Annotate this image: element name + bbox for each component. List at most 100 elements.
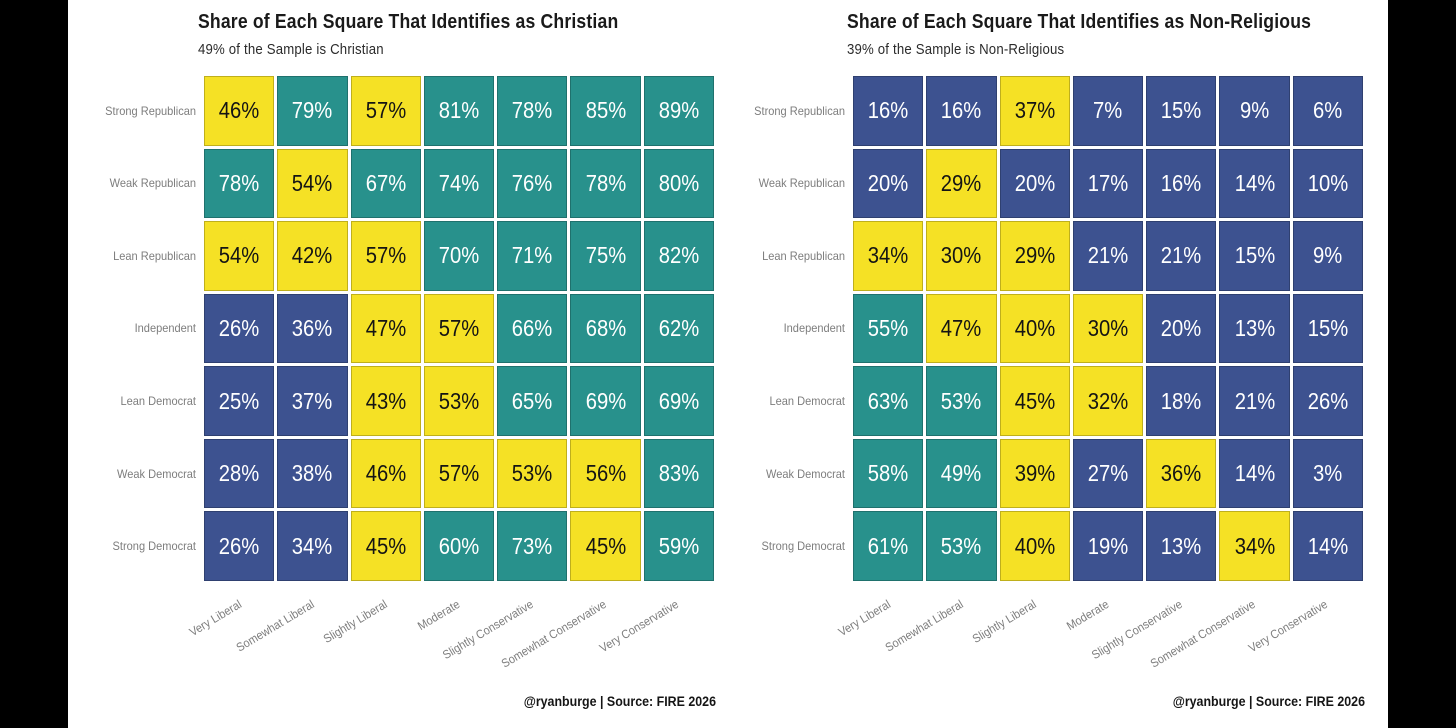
cell-value: 21%	[1161, 242, 1202, 269]
heatmap-cell: 13%	[1146, 511, 1217, 581]
cell-value: 82%	[658, 242, 700, 269]
cell-value: 20%	[1014, 169, 1055, 196]
heatmap-cell: 32%	[1072, 366, 1144, 436]
heatmap-cell: 14%	[1219, 438, 1290, 509]
cell-value: 69%	[585, 387, 626, 414]
cell-value: 14%	[1307, 532, 1349, 559]
y-axis-label: Strong Democrat	[112, 539, 196, 554]
x-axis-label-text: Very Conservative	[1246, 596, 1331, 656]
heatmap-cell: 7%	[1072, 76, 1144, 146]
cell-value: 47%	[365, 314, 406, 341]
cell-value: 25%	[218, 387, 260, 414]
cell-value: 45%	[365, 532, 406, 559]
cell-value: 83%	[658, 460, 700, 487]
y-axis-label: Strong Democrat	[761, 539, 845, 554]
cell-value: 78%	[585, 169, 626, 196]
y-axis-label: Weak Democrat	[117, 466, 196, 481]
x-axis-label: Moderate	[412, 597, 462, 635]
cell-value: 80%	[658, 169, 700, 196]
heatmap-cell: 83%	[643, 438, 714, 509]
cell-value: 49%	[941, 460, 982, 487]
heatmap-cell: 68%	[570, 293, 641, 364]
x-axis-label-text: Somewhat Liberal	[233, 596, 317, 655]
heatmap-cell: 16%	[926, 76, 997, 146]
heatmap-cell: 65%	[497, 366, 568, 436]
cell-value: 56%	[585, 460, 626, 487]
cell-value: 89%	[658, 97, 700, 124]
heatmap-cell: 26%	[1292, 366, 1363, 436]
cell-value: 3%	[1313, 460, 1343, 487]
cell-value: 32%	[1087, 387, 1129, 414]
heatmap-cell: 26%	[204, 293, 275, 364]
heatmap-cell: 85%	[570, 76, 641, 146]
cell-value: 58%	[867, 460, 909, 487]
chart-footer: @ryanburge | Source: FIRE 2026	[523, 694, 716, 709]
heatmap-cell: 18%	[1146, 366, 1217, 436]
cell-value: 26%	[218, 532, 260, 559]
x-axis-label: Slightly Liberal	[316, 597, 390, 649]
heatmap-cell: 75%	[570, 221, 641, 291]
heatmap-cell: 21%	[1072, 221, 1144, 291]
heatmap-cell: 10%	[1292, 148, 1363, 219]
x-axis-label-text: Very Liberal	[835, 596, 894, 640]
heatmap-cell: 40%	[999, 293, 1070, 364]
heatmap-cell: 61%	[853, 511, 924, 581]
heatmap-cell: 49%	[926, 438, 997, 509]
cell-value: 16%	[941, 97, 982, 124]
cell-value: 75%	[585, 242, 626, 269]
cell-value: 54%	[218, 242, 260, 269]
heatmap-cell: 53%	[423, 366, 495, 436]
y-axis-label: Lean Republican	[762, 248, 845, 263]
heatmap-cell: 66%	[497, 293, 568, 364]
cell-value: 34%	[867, 242, 909, 269]
heatmap-cell: 30%	[926, 221, 997, 291]
heatmap-cell: 17%	[1072, 148, 1144, 219]
heatmap-cell: 89%	[643, 76, 714, 146]
heatmap-cell: 57%	[350, 76, 421, 146]
chart-footer: @ryanburge | Source: FIRE 2026	[1172, 694, 1365, 709]
heatmap-cell: 39%	[999, 438, 1070, 509]
cell-value: 63%	[867, 387, 909, 414]
x-axis-label-text: Slightly Liberal	[970, 596, 1039, 646]
heatmap-cell: 46%	[204, 76, 275, 146]
heatmap-cell: 29%	[926, 148, 997, 219]
cell-value: 29%	[1014, 242, 1055, 269]
christian-chart-panel: Share of Each Square That Identifies as …	[105, 11, 716, 709]
heatmap-grid: 46% 79% 57% 81% 78% 85% 89% 78% 54% 67% 74% 76% 78% 8…	[204, 76, 714, 581]
cell-value: 47%	[941, 314, 982, 341]
heatmap-cell: 36%	[277, 293, 348, 364]
cell-value: 78%	[218, 169, 260, 196]
right-frame-bar	[1388, 0, 1456, 728]
cell-value: 14%	[1234, 169, 1275, 196]
heatmap-cell: 36%	[1146, 438, 1217, 509]
heatmap-cell: 76%	[497, 148, 568, 219]
heatmap-cell: 73%	[497, 511, 568, 581]
heatmap-cell: 53%	[926, 511, 997, 581]
heatmap-cell: 54%	[277, 148, 348, 219]
cell-value: 69%	[658, 387, 700, 414]
heatmap-cell: 20%	[853, 148, 924, 219]
heatmap-cell: 53%	[926, 366, 997, 436]
cell-value: 73%	[512, 532, 553, 559]
heatmap-cell: 55%	[853, 293, 924, 364]
heatmap-cell: 69%	[643, 366, 714, 436]
heatmap-cell: 37%	[277, 366, 348, 436]
cell-value: 45%	[585, 532, 626, 559]
cell-value: 34%	[292, 532, 333, 559]
cell-value: 20%	[1161, 314, 1202, 341]
heatmap-cell: 67%	[350, 148, 421, 219]
heatmap-cell: 20%	[999, 148, 1070, 219]
cell-value: 62%	[658, 314, 700, 341]
x-axis-label: Very Liberal	[183, 597, 244, 642]
heatmap-cell: 81%	[423, 76, 495, 146]
heatmap-cell: 78%	[570, 148, 641, 219]
cell-value: 76%	[512, 169, 553, 196]
heatmap-cell: 46%	[350, 438, 421, 509]
cell-value: 26%	[218, 314, 260, 341]
cell-value: 34%	[1234, 532, 1275, 559]
cell-value: 39%	[1014, 460, 1055, 487]
heatmap-cell: 53%	[497, 438, 568, 509]
heatmap-cell: 82%	[643, 221, 714, 291]
heatmap-cell: 59%	[643, 511, 714, 581]
cell-value: 71%	[512, 242, 553, 269]
